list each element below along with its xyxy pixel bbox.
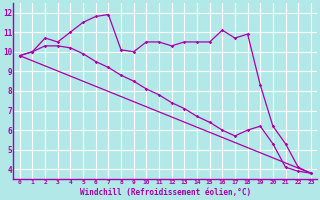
X-axis label: Windchill (Refroidissement éolien,°C): Windchill (Refroidissement éolien,°C) bbox=[80, 188, 251, 197]
